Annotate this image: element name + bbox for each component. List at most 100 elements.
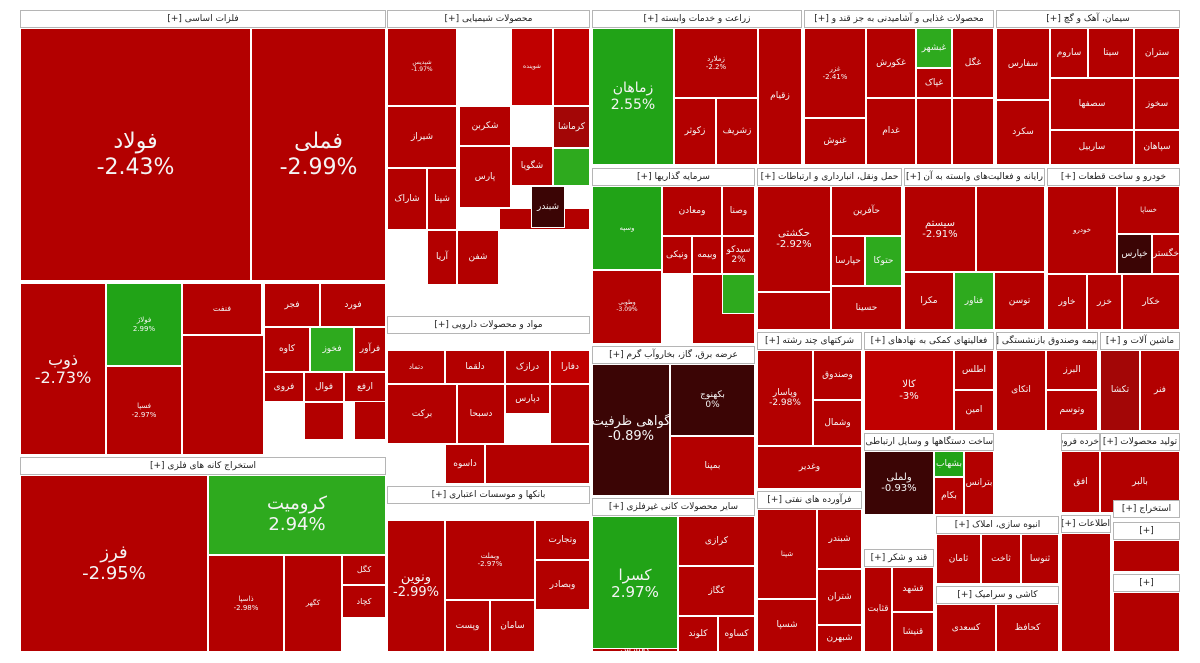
- stock-tile[interactable]: وبملت -2.97%: [445, 520, 535, 600]
- sector-title[interactable]: انبوه سازی، املاک [+]: [936, 516, 1059, 534]
- stock-tile[interactable]: خساپا: [1117, 186, 1180, 234]
- stock-tile[interactable]: امین: [954, 390, 994, 431]
- stock-tile[interactable]: برکت: [387, 384, 457, 444]
- minor-stock-tile[interactable]: [976, 186, 1045, 272]
- stock-tile[interactable]: ونوین -2.99%: [387, 520, 445, 652]
- sector-title[interactable]: سیمان، آهک و گچ [+]: [996, 10, 1180, 28]
- minor-stock-tile[interactable]: [550, 384, 590, 444]
- stock-tile[interactable]: بشهاب: [934, 451, 964, 477]
- sector-title[interactable]: قند و شکر [+]: [864, 549, 934, 567]
- stock-tile[interactable]: وسپه: [592, 186, 662, 270]
- stock-tile[interactable]: بکهنوج 0%: [670, 364, 755, 436]
- stock-tile[interactable]: وصنا: [722, 186, 755, 236]
- sector-title[interactable]: سایر محصولات کانی غیرفلزی [+]: [592, 498, 755, 516]
- stock-tile[interactable]: شسپا: [757, 599, 817, 652]
- sector-title[interactable]: بیمه وصندوق بازنشستگی [+]: [996, 332, 1098, 350]
- stock-tile[interactable]: خپارس: [1117, 234, 1152, 274]
- stock-tile[interactable]: غگل: [952, 28, 994, 98]
- sector-title[interactable]: زراعت و خدمات وابسته [+]: [592, 10, 802, 28]
- sector-title[interactable]: فلزات اساسی [+]: [20, 10, 386, 28]
- stock-tile[interactable]: بترانس: [964, 451, 994, 515]
- minor-stock-tile[interactable]: [1113, 592, 1180, 652]
- stock-tile[interactable]: مکرا: [904, 272, 954, 330]
- stock-tile[interactable]: سصفها: [1050, 78, 1134, 130]
- sector-title[interactable]: سرمایه گذاریها [+]: [592, 168, 755, 186]
- stock-tile[interactable]: ثامان: [936, 534, 981, 584]
- sector-title[interactable]: خرده فروشی [+]: [1061, 433, 1100, 451]
- stock-tile[interactable]: فجر: [264, 283, 320, 327]
- stock-tile[interactable]: فولاژ 2.99%: [106, 283, 182, 366]
- stock-tile[interactable]: قثابت: [864, 567, 892, 652]
- minor-stock-tile[interactable]: [952, 98, 994, 165]
- stock-tile[interactable]: کحافظ: [996, 604, 1059, 652]
- sector-title[interactable]: ماشین آلات و [+]: [1100, 332, 1180, 350]
- stock-tile[interactable]: شپنا: [427, 168, 457, 230]
- sector-title[interactable]: [+]: [1113, 574, 1180, 592]
- stock-tile[interactable]: پارس: [459, 146, 511, 208]
- stock-tile[interactable]: وپاسار -2.98%: [757, 350, 813, 446]
- stock-tile[interactable]: غنوش: [804, 118, 866, 165]
- stock-tile[interactable]: زماهان 2.55%: [592, 28, 674, 165]
- stock-tile[interactable]: وشمال: [813, 400, 862, 446]
- stock-tile[interactable]: کالا -3%: [864, 350, 954, 431]
- stock-tile[interactable]: حپارسا: [831, 236, 865, 286]
- stock-tile[interactable]: شاراک: [387, 168, 427, 230]
- stock-tile[interactable]: غزر -2.41%: [804, 28, 866, 118]
- stock-tile[interactable]: درازک: [505, 350, 550, 384]
- sector-title[interactable]: بانکها و موسسات اعتباری [+]: [387, 486, 590, 504]
- stock-tile[interactable]: زکوثر: [674, 98, 716, 165]
- stock-tile[interactable]: داسوه: [445, 444, 485, 484]
- stock-tile[interactable]: ومعادن: [662, 186, 722, 236]
- stock-tile[interactable]: شپدیس -1.97%: [387, 28, 457, 106]
- stock-tile[interactable]: ساروم: [1050, 28, 1088, 78]
- stock-tile[interactable]: بمپنا: [670, 436, 755, 496]
- sector-title[interactable]: فرآورده های نفتی [+]: [757, 491, 862, 509]
- stock-tile[interactable]: زملارد -2.2%: [674, 28, 758, 98]
- stock-tile[interactable]: غبشهر: [916, 28, 952, 68]
- stock-tile[interactable]: فنفت: [182, 283, 262, 335]
- stock-tile[interactable]: قنیشا: [892, 612, 934, 652]
- sector-title[interactable]: ساخت دستگاهها و وسایل ارتباطی [+]: [864, 433, 994, 451]
- stock-tile[interactable]: حکشتی -2.92%: [757, 186, 831, 292]
- stock-tile[interactable]: ذاسپا -2.98%: [208, 555, 284, 652]
- stock-tile[interactable]: وبصادر: [535, 560, 590, 610]
- stock-tile[interactable]: خزر: [1087, 274, 1122, 330]
- stock-tile[interactable]: ستران: [1134, 28, 1180, 78]
- stock-tile[interactable]: بکام: [934, 477, 964, 515]
- minor-stock-tile[interactable]: [304, 402, 344, 440]
- stock-tile[interactable]: سفارس: [996, 28, 1050, 100]
- stock-tile[interactable]: افق: [1061, 451, 1100, 513]
- sector-title[interactable]: استخراج [+]: [1113, 500, 1180, 518]
- stock-tile[interactable]: کساوه: [718, 616, 755, 652]
- stock-tile[interactable]: شفن: [457, 230, 499, 285]
- stock-tile[interactable]: ثنوسا: [1021, 534, 1059, 584]
- stock-tile[interactable]: دپارس: [505, 384, 550, 414]
- stock-tile[interactable]: ولملی -0.93%: [864, 451, 934, 515]
- minor-stock-tile[interactable]: [553, 148, 590, 186]
- stock-tile[interactable]: فولاد -2.43%: [20, 28, 251, 281]
- stock-tile[interactable]: سکرد: [996, 100, 1050, 165]
- stock-tile[interactable]: سیستم -2.91%: [904, 186, 976, 272]
- stock-tile[interactable]: سخوز: [1134, 78, 1180, 130]
- stock-tile[interactable]: فورد: [320, 283, 386, 327]
- stock-tile[interactable]: البرز: [1046, 350, 1098, 390]
- stock-tile[interactable]: کچاد: [342, 585, 386, 618]
- stock-tile[interactable]: فملی -2.99%: [251, 28, 386, 281]
- sector-title[interactable]: محصولات غذایی و آشامیدنی به جز قند و [+]: [804, 10, 994, 28]
- stock-tile[interactable]: فوال: [304, 372, 344, 402]
- stock-tile[interactable]: فخوز: [310, 327, 354, 372]
- stock-tile[interactable]: حتوکا: [865, 236, 902, 286]
- stock-tile[interactable]: دتماد: [387, 350, 445, 384]
- stock-tile[interactable]: کلوند: [678, 616, 718, 652]
- stock-tile[interactable]: شبندر: [531, 186, 565, 228]
- stock-tile[interactable]: فسپا -2.97%: [106, 366, 182, 455]
- stock-tile[interactable]: کسرا 2.97%: [592, 516, 678, 652]
- stock-tile[interactable]: فرز -2.95%: [20, 475, 208, 652]
- stock-tile[interactable]: وبیمه: [692, 236, 722, 274]
- stock-tile[interactable]: دسبحا: [457, 384, 505, 444]
- stock-tile[interactable]: کگهر: [284, 555, 342, 652]
- stock-tile[interactable]: کرماشا: [553, 106, 590, 148]
- sector-title[interactable]: استخراج کانه های فلزی [+]: [20, 457, 386, 475]
- stock-tile[interactable]: شبهرن: [817, 625, 862, 652]
- minor-stock-tile[interactable]: [722, 274, 755, 314]
